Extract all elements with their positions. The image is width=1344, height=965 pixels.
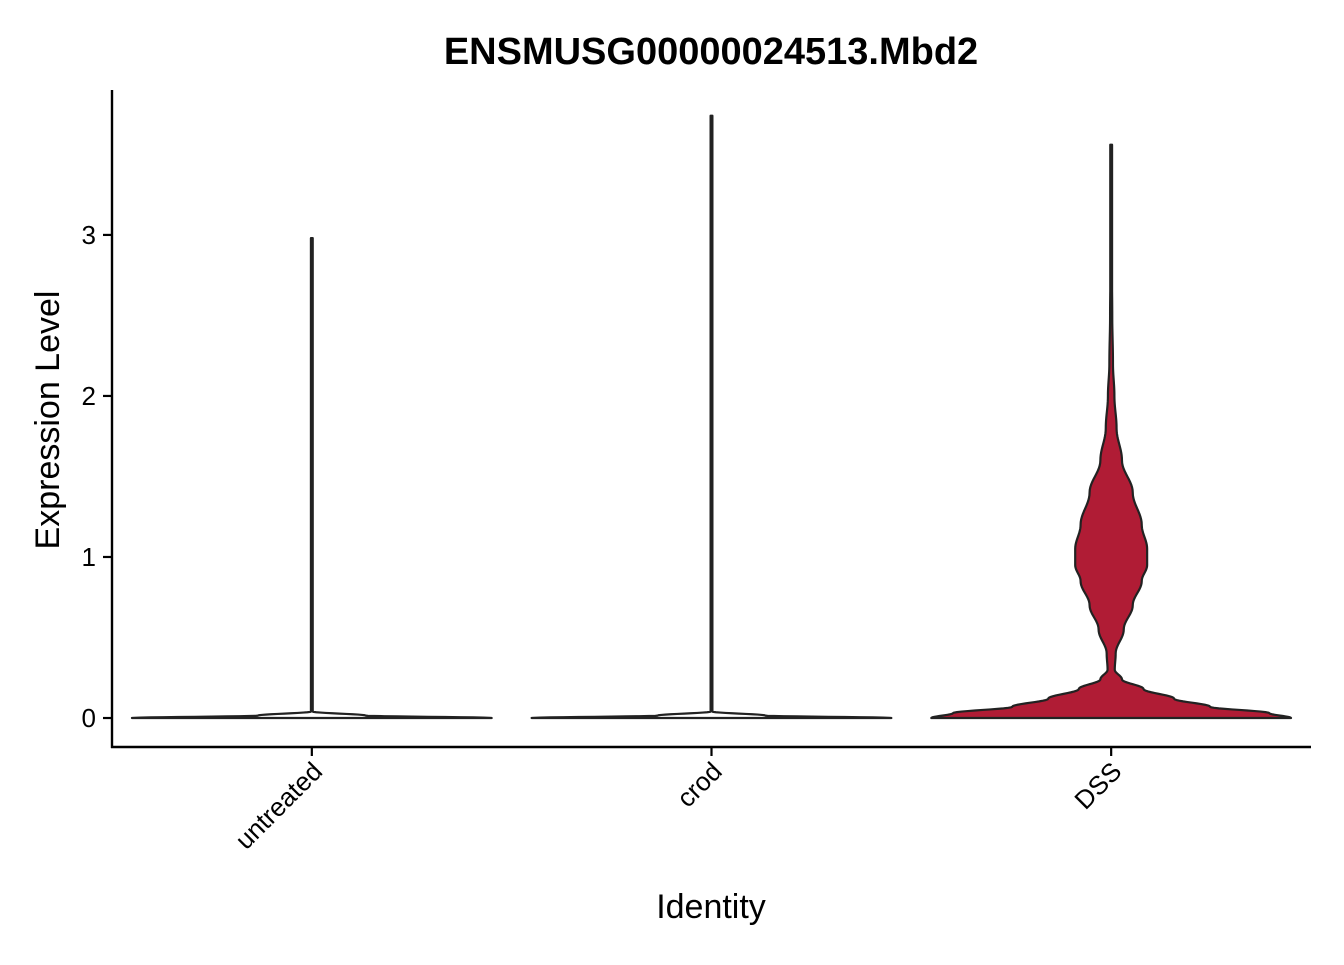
violin-dss bbox=[930, 143, 1293, 720]
y-tick-label: 0 bbox=[82, 703, 96, 733]
violin-untreated bbox=[130, 237, 493, 720]
y-tick-label: 2 bbox=[82, 381, 96, 411]
violin-crod bbox=[530, 114, 893, 720]
y-axis-ticks: 0 1 2 3 bbox=[82, 220, 112, 733]
chart-title: ENSMUSG00000024513.Mbd2 bbox=[444, 31, 978, 73]
y-axis-title: Expression Level bbox=[29, 291, 67, 550]
x-tick-label-crod: crod bbox=[671, 756, 728, 813]
x-tick-label-untreated: untreated bbox=[229, 756, 328, 855]
violin-group bbox=[130, 114, 1293, 720]
y-tick-label: 3 bbox=[82, 220, 96, 250]
x-axis-ticks: untreated crod DSS bbox=[229, 747, 1127, 855]
y-tick-label: 1 bbox=[82, 542, 96, 572]
x-axis-title: Identity bbox=[656, 888, 766, 926]
x-tick-label-dss: DSS bbox=[1068, 756, 1127, 815]
